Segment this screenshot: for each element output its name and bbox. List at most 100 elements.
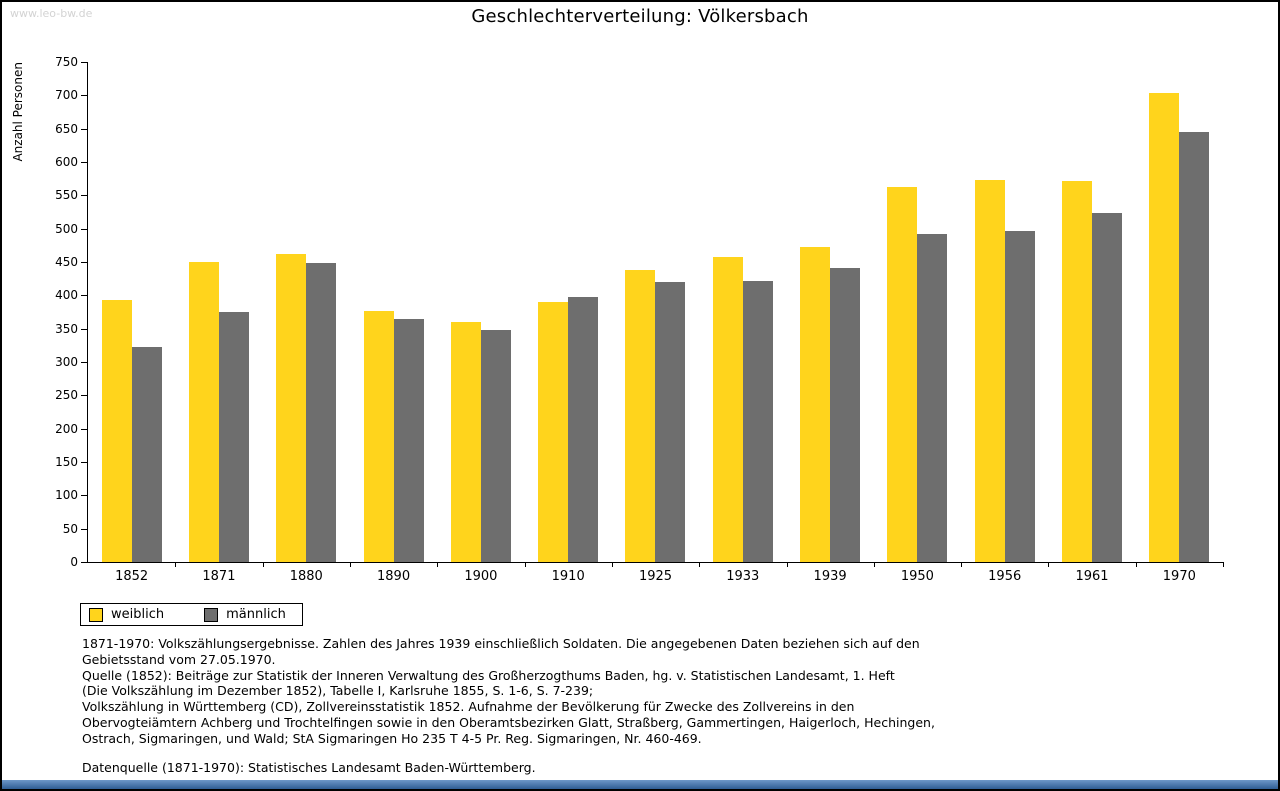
bar-weiblich-1852 xyxy=(101,300,132,562)
y-tick xyxy=(81,462,87,463)
footnote-line: Quelle (1852): Beiträge zur Statistik de… xyxy=(82,667,895,683)
watermark: www.leo-bw.de xyxy=(10,7,93,20)
y-tick-label: 300 xyxy=(55,355,78,369)
datasource-line: Datenquelle (1871-1970): Statistisches L… xyxy=(82,759,536,775)
y-axis-label: Anzahl Personen xyxy=(11,62,25,162)
bar-maennlich-1933 xyxy=(742,280,773,562)
footnote-line: Ostrach, Sigmaringen, und Wald; StA Sigm… xyxy=(82,730,702,746)
x-tick xyxy=(786,562,788,567)
bar-maennlich-1910 xyxy=(568,296,599,562)
x-tick-label-1970: 1970 xyxy=(1162,569,1196,584)
bar-maennlich-1880 xyxy=(306,263,337,562)
page-title: Geschlechterverteilung: Völkersbach xyxy=(471,6,809,27)
y-tick-label: 700 xyxy=(55,88,78,103)
bar-maennlich-1852 xyxy=(131,346,162,562)
x-tick-label-1871: 1871 xyxy=(202,569,236,584)
x-tick xyxy=(1048,562,1050,567)
y-tick-label: 250 xyxy=(55,388,78,403)
x-tick-label-1925: 1925 xyxy=(638,569,673,584)
y-tick xyxy=(81,195,87,197)
y-tick xyxy=(81,228,87,230)
footnote-line: Obervogteiämtern Achberg und Trochtelfin… xyxy=(82,714,935,730)
x-tick-label-1880: 1880 xyxy=(289,569,323,584)
bar-maennlich-1961 xyxy=(1092,213,1123,562)
y-tick-label: 600 xyxy=(55,155,78,169)
legend-label-weiblich: weiblich xyxy=(111,607,165,622)
y-tick-label: 0 xyxy=(70,555,78,569)
bar-maennlich-1939 xyxy=(830,268,861,562)
legend-label-maennlich: männlich xyxy=(226,607,286,622)
x-tick-label-1933: 1933 xyxy=(726,569,760,584)
bar-weiblich-1970 xyxy=(1149,93,1180,562)
bar-maennlich-1925 xyxy=(655,282,686,562)
bar-group-1871 xyxy=(175,262,262,562)
y-tick-label: 350 xyxy=(55,321,78,336)
bar-group-1852 xyxy=(88,300,175,562)
x-tick-label-1910: 1910 xyxy=(551,569,585,584)
x-tick-label-1900: 1900 xyxy=(464,569,498,584)
y-tick xyxy=(81,362,87,363)
footnote-line: Volkszählung in Württemberg (CD), Zollve… xyxy=(82,699,855,715)
bar-weiblich-1880 xyxy=(276,254,307,562)
x-tick-label-1890: 1890 xyxy=(377,569,411,584)
x-tick xyxy=(1135,562,1137,567)
x-tick xyxy=(349,562,351,567)
footnotes: 1871-1970: Volkszählungsergebnisse. Zahl… xyxy=(82,636,935,775)
bar-group-1956 xyxy=(961,180,1048,562)
y-tick-label: 100 xyxy=(55,488,78,503)
x-tick-label-1852: 1852 xyxy=(115,569,149,584)
footnote-line: (Die Volkszählung im Dezember 1852), Tab… xyxy=(82,683,594,699)
y-tick xyxy=(81,128,87,130)
y-tick-label: 50 xyxy=(62,521,78,536)
footer-bar xyxy=(2,780,1278,789)
bar-group-1970 xyxy=(1136,93,1223,562)
y-tick-label: 400 xyxy=(55,288,78,303)
x-tick-label-1939: 1939 xyxy=(813,569,847,584)
x-tick xyxy=(873,562,875,567)
bar-weiblich-1890 xyxy=(363,310,394,562)
x-tick-label-1956: 1956 xyxy=(988,569,1022,584)
y-tick xyxy=(81,295,87,297)
x-tick-label-1961: 1961 xyxy=(1075,569,1109,584)
bar-group-1890 xyxy=(350,310,437,562)
y-tick xyxy=(81,395,87,397)
x-tick xyxy=(699,562,701,567)
bar-maennlich-1890 xyxy=(393,318,424,562)
x-tick-label-1950: 1950 xyxy=(900,569,934,584)
x-tick xyxy=(524,562,526,567)
y-tick-label: 650 xyxy=(55,121,78,136)
bar-group-1950 xyxy=(874,187,961,562)
bar-group-1900 xyxy=(437,322,524,562)
legend-item-weiblich: weiblich xyxy=(89,607,164,622)
legend-swatch-weiblich xyxy=(89,607,103,622)
y-tick xyxy=(81,95,87,97)
bar-weiblich-1933 xyxy=(712,256,743,562)
footnote-line: 1871-1970: Volkszählungsergebnisse. Zahl… xyxy=(82,636,920,651)
bar-maennlich-1900 xyxy=(480,330,511,562)
y-tick xyxy=(81,428,87,430)
bar-maennlich-1871 xyxy=(218,312,249,562)
y-tick xyxy=(81,262,87,263)
legend-item-maennlich: männlich xyxy=(204,607,286,622)
x-tick xyxy=(437,562,439,567)
x-tick xyxy=(611,562,613,567)
bar-maennlich-1950 xyxy=(917,234,948,562)
footnote-line: Gebietsstand vom 27.05.1970. xyxy=(82,651,276,667)
x-tick xyxy=(175,562,177,567)
y-tick xyxy=(81,495,87,497)
bar-weiblich-1925 xyxy=(625,270,656,562)
y-tick xyxy=(81,328,87,330)
bar-group-1933 xyxy=(699,256,786,562)
y-tick-label: 750 xyxy=(55,55,78,69)
y-tick xyxy=(81,528,87,530)
legend: weiblich männlich xyxy=(80,603,303,626)
bar-group-1925 xyxy=(612,270,699,562)
y-tick xyxy=(81,562,87,563)
x-tick xyxy=(1223,562,1224,567)
bar-weiblich-1900 xyxy=(450,322,481,562)
x-tick xyxy=(262,562,264,567)
y-tick-label: 500 xyxy=(55,221,78,236)
bar-maennlich-1956 xyxy=(1004,231,1035,562)
bar-maennlich-1970 xyxy=(1179,132,1210,562)
